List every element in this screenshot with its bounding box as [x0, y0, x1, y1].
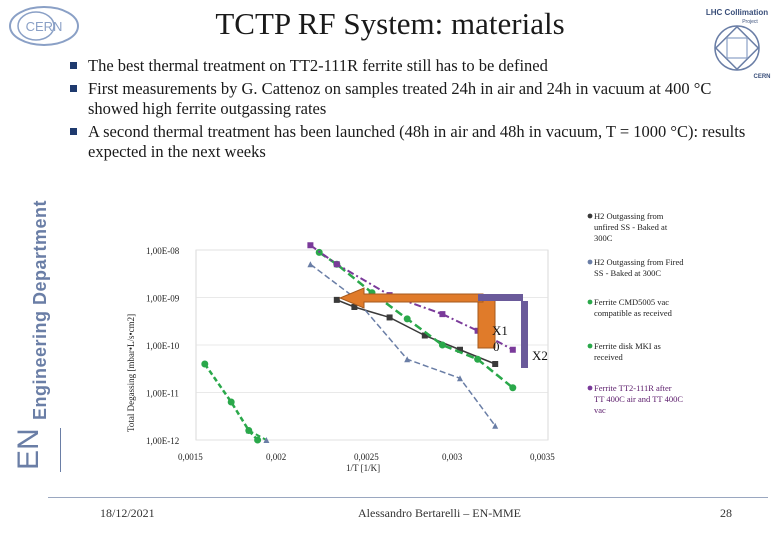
- x-tick-label: 0,0025: [354, 452, 379, 462]
- legend-label: 300C: [594, 233, 613, 243]
- data-point: [457, 346, 463, 353]
- data-point: [201, 360, 209, 368]
- bullet-item: A second thermal treatment has been laun…: [66, 122, 746, 162]
- bullet-icon: [70, 85, 77, 92]
- data-point: [421, 332, 428, 339]
- legend-label: H2 Outgassing from: [594, 211, 664, 221]
- arrow-purple-bar: [478, 294, 523, 301]
- arrow-left-icon: [338, 287, 484, 309]
- data-point: [404, 356, 411, 363]
- series-line: [336, 299, 496, 365]
- bullet-icon: [70, 128, 77, 135]
- page-number: 28: [720, 506, 732, 520]
- footer-divider: [48, 497, 768, 498]
- legend-label: compatible as received: [594, 308, 673, 318]
- legend-label: SS - Baked at 300C: [594, 268, 661, 278]
- annotation-x10-zero: 0: [493, 339, 500, 354]
- data-point: [474, 355, 482, 363]
- data-point: [245, 427, 253, 434]
- x-tick-label: 0,0015: [178, 452, 203, 462]
- data-point: [438, 341, 446, 349]
- legend-label: vac: [594, 405, 606, 415]
- legend-marker-icon: [587, 259, 593, 265]
- legend-label: TT 400C air and TT 400C: [594, 394, 683, 404]
- data-point: [254, 436, 262, 444]
- legend-marker-icon: [587, 343, 593, 349]
- department-label: Engineering Department: [30, 199, 50, 420]
- legend-label: unfired SS - Baked at: [594, 222, 668, 232]
- annotation-x10: X1: [492, 323, 508, 338]
- legend-marker-icon: [587, 213, 593, 219]
- data-point: [307, 261, 314, 268]
- legend-label: H2 Outgassing from Fired: [594, 257, 684, 267]
- x-tick-label: 0,002: [266, 452, 286, 462]
- cern-logo: CERN: [9, 6, 79, 46]
- bullet-icon: [70, 62, 77, 69]
- svg-text:Project: Project: [742, 19, 758, 25]
- data-point: [492, 361, 499, 367]
- y-tick-label: 1,00E-10: [146, 341, 180, 351]
- data-point: [439, 311, 446, 318]
- svg-text:CERN: CERN: [753, 74, 770, 80]
- data-point: [227, 398, 235, 406]
- x-tick-label: 0,003: [442, 452, 463, 462]
- data-point: [403, 315, 411, 323]
- data-point: [307, 242, 314, 249]
- y-tick-label: 1,00E-11: [146, 389, 179, 399]
- annotation-x2: X2: [532, 348, 548, 363]
- data-point: [386, 314, 393, 321]
- data-point: [509, 346, 516, 353]
- bullet-list: The best thermal treatment on TT2-111R f…: [66, 56, 746, 165]
- data-point: [457, 375, 463, 382]
- data-point: [509, 384, 517, 392]
- arrow-purple-vertical: [521, 301, 528, 368]
- legend-label: Ferrite TT2-111R after: [594, 383, 672, 393]
- y-axis-label: Total Degassing [mbar•L/s•cm2]: [126, 314, 136, 432]
- bullet-item: First measurements by G. Cattenoz on sam…: [66, 79, 746, 119]
- data-point: [333, 261, 340, 268]
- svg-text:LHC Collimation: LHC Collimation: [706, 8, 768, 17]
- y-tick-label: 1,00E-09: [146, 294, 180, 304]
- page-title: TCTP RF System: materials: [215, 6, 565, 41]
- en-badge-divider: [20, 428, 61, 472]
- footer-author: Alessandro Bertarelli – EN-MME: [358, 506, 521, 520]
- bullet-item: The best thermal treatment on TT2-111R f…: [66, 56, 746, 76]
- legend-label: Ferrite disk MKI as: [594, 341, 661, 351]
- svg-text:CERN: CERN: [26, 19, 63, 34]
- data-point: [492, 422, 499, 429]
- legend-marker-icon: [587, 299, 593, 305]
- outgassing-chart: 1,00E-08 1,00E-09 1,00E-10 1,00E-11 1,00E-12…: [126, 211, 684, 473]
- lhc-collimation-logo: LHC Collimation Project CERN: [706, 8, 771, 80]
- data-point: [351, 304, 358, 310]
- legend-label: Ferrite CMD5005 vac: [594, 297, 669, 307]
- x-axis-label: 1/T [1/K]: [346, 463, 380, 473]
- y-tick-label: 1,00E-08: [146, 246, 180, 256]
- footer-date: 18/12/2021: [100, 506, 155, 520]
- y-tick-label: 1,00E-12: [146, 436, 179, 446]
- legend-label: received: [594, 352, 624, 362]
- data-point: [263, 437, 270, 443]
- legend-marker-icon: [587, 385, 593, 391]
- en-badge: EN: [12, 428, 45, 470]
- data-point: [333, 296, 340, 303]
- x-tick-label: 0,0035: [530, 452, 555, 462]
